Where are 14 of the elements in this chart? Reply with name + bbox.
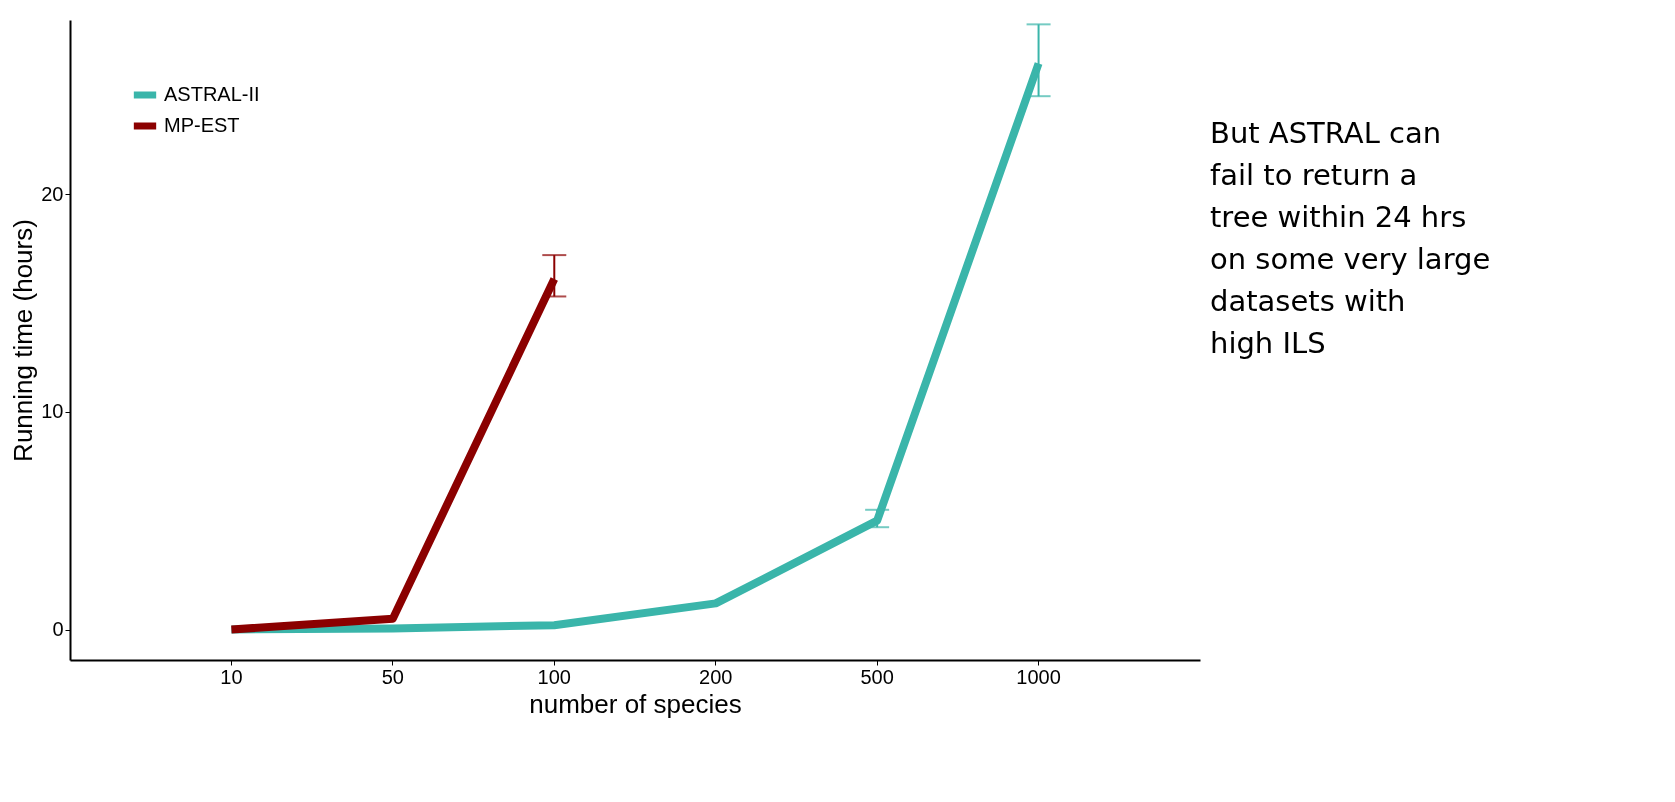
text: But ASTRAL can fail to return a tree within 24 hrs on some very large datasets with high ILS bbox=[1210, 116, 1491, 360]
x-tick-label: 50 bbox=[381, 665, 404, 688]
legend-label: MP-EST bbox=[164, 114, 240, 136]
x-tick-label: 200 bbox=[699, 665, 733, 688]
y-axis-title: Running time (hours) bbox=[8, 219, 39, 462]
x-tick-label: 100 bbox=[537, 665, 571, 688]
x-tick-label: 1000 bbox=[1016, 665, 1061, 688]
x-tick-label: 500 bbox=[860, 665, 894, 688]
x-tick-label: 10 bbox=[220, 665, 243, 688]
x-axis-title: number of species bbox=[529, 688, 742, 719]
y-tick-label: 10 bbox=[41, 400, 64, 423]
legend-label: ASTRAL-II bbox=[164, 83, 260, 105]
y-tick-label: 20 bbox=[41, 182, 64, 205]
y-tick-label: 0 bbox=[52, 618, 64, 641]
